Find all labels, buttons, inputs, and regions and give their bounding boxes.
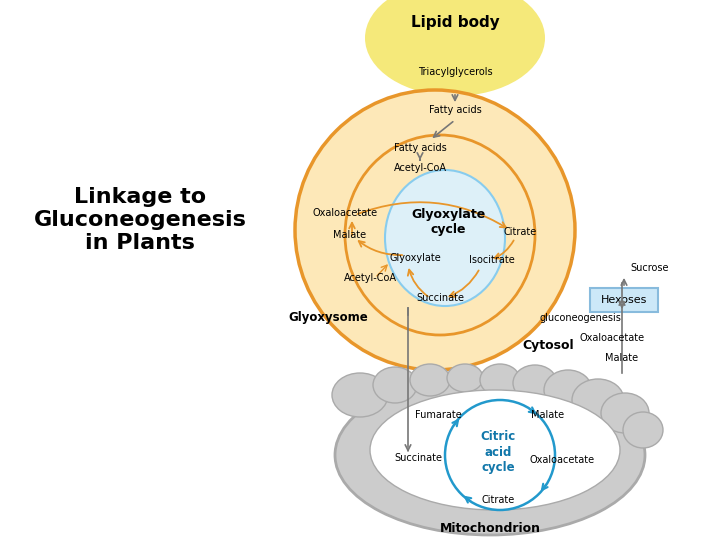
Text: Oxaloacetate: Oxaloacetate [580,333,644,343]
Text: Mitochondrion: Mitochondrion [439,522,541,535]
Ellipse shape [601,393,649,433]
Text: Malate: Malate [606,353,639,363]
Text: Linkage to
Gluconeogenesis
in Plants: Linkage to Gluconeogenesis in Plants [34,187,246,253]
Text: Malate: Malate [531,410,564,420]
Text: Fatty acids: Fatty acids [394,143,446,153]
Text: Isocitrate: Isocitrate [469,255,515,265]
Ellipse shape [480,364,520,396]
Ellipse shape [544,370,592,410]
Text: Fumarate: Fumarate [415,410,462,420]
Text: Sucrose: Sucrose [631,263,670,273]
Text: gluconeogenesis: gluconeogenesis [539,313,621,323]
Ellipse shape [410,364,450,396]
Text: Succinate: Succinate [416,293,464,303]
Text: Oxaloacetate: Oxaloacetate [529,455,595,465]
Ellipse shape [447,364,483,392]
Text: Cytosol: Cytosol [522,339,574,352]
Ellipse shape [335,375,645,535]
Text: Citrate: Citrate [482,495,515,505]
Text: Succinate: Succinate [394,453,442,463]
Ellipse shape [365,0,545,96]
Text: Malate: Malate [333,230,366,240]
FancyBboxPatch shape [590,288,658,312]
Text: Acetyl-CoA: Acetyl-CoA [343,273,397,283]
Ellipse shape [373,367,417,403]
Text: Glyoxylate: Glyoxylate [389,253,441,263]
Ellipse shape [572,379,624,421]
Ellipse shape [295,90,575,370]
Ellipse shape [513,365,557,401]
Text: Citric
acid
cycle: Citric acid cycle [480,430,516,474]
Ellipse shape [385,170,505,306]
Text: Triacylglycerols: Triacylglycerols [418,67,492,77]
Ellipse shape [623,412,663,448]
Text: Lipid body: Lipid body [410,15,500,30]
Text: Oxaloacetate: Oxaloacetate [312,208,377,218]
Text: Hexoses: Hexoses [600,295,647,305]
Text: Glyoxylate
cycle: Glyoxylate cycle [411,208,485,236]
Text: Citrate: Citrate [503,227,536,237]
Text: Acetyl-CoA: Acetyl-CoA [394,163,446,173]
Ellipse shape [345,135,535,335]
Text: Fatty acids: Fatty acids [428,105,482,115]
Text: Glyoxysome: Glyoxysome [288,312,368,325]
Ellipse shape [370,390,620,510]
Ellipse shape [332,373,388,417]
